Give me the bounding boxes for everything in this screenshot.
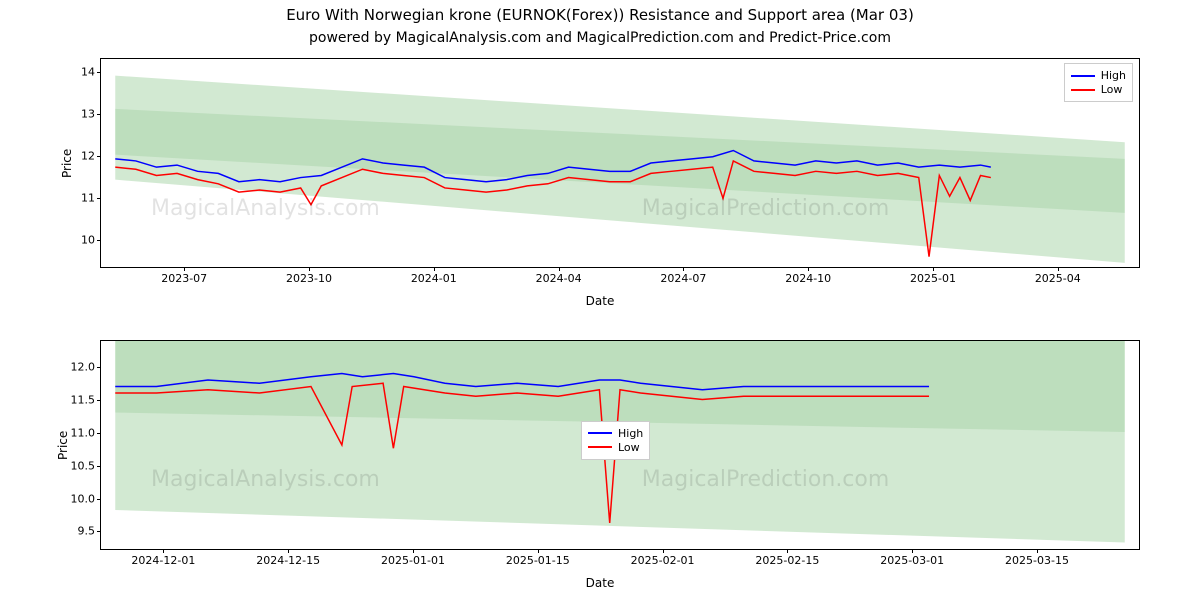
- x-tick-label: 2023-07: [161, 267, 207, 285]
- y-tick-label: 11: [81, 191, 101, 204]
- plot-area-top: [101, 59, 1139, 267]
- x-axis-label-top: Date: [0, 294, 1200, 308]
- legend-label-low: Low: [618, 441, 640, 454]
- x-tick-label: 2025-03-15: [1005, 549, 1069, 567]
- x-tick-label: 2025-01: [910, 267, 956, 285]
- y-tick-label: 10.5: [71, 459, 102, 472]
- x-axis-label-bottom: Date: [0, 576, 1200, 590]
- x-tick-label: 2024-10: [785, 267, 831, 285]
- y-tick-label: 9.5: [78, 525, 102, 538]
- x-tick-label: 2025-04: [1035, 267, 1081, 285]
- y-tick-label: 12.0: [71, 361, 102, 374]
- y-tick-label: 13: [81, 107, 101, 120]
- x-tick-label: 2024-12-15: [256, 549, 320, 567]
- y-tick-label: 12: [81, 149, 101, 162]
- x-tick-label: 2024-01: [411, 267, 457, 285]
- y-tick-label: 11.5: [71, 394, 102, 407]
- x-tick-label: 2025-01-01: [381, 549, 445, 567]
- x-tick-label: 2024-07: [660, 267, 706, 285]
- x-tick-label: 2025-01-15: [506, 549, 570, 567]
- legend-line-low: [588, 446, 612, 448]
- chart-title: Euro With Norwegian krone (EURNOK(Forex)…: [0, 6, 1200, 24]
- y-tick-label: 11.0: [71, 426, 102, 439]
- chart-panel-top: High Low MagicalAnalysis.com MagicalPred…: [100, 58, 1140, 268]
- legend-top: High Low: [1064, 63, 1133, 102]
- legend-line-high: [1071, 75, 1095, 77]
- y-axis-label-bottom: Price: [56, 431, 70, 460]
- chart-panel-bottom: High Low MagicalAnalysis.com MagicalPred…: [100, 340, 1140, 550]
- x-tick-label: 2024-12-01: [131, 549, 195, 567]
- x-tick-label: 2024-04: [536, 267, 582, 285]
- x-tick-label: 2025-02-15: [755, 549, 819, 567]
- legend-line-low: [1071, 89, 1095, 91]
- legend-label-low: Low: [1101, 83, 1123, 96]
- x-tick-label: 2023-10: [286, 267, 332, 285]
- y-tick-label: 10: [81, 233, 101, 246]
- x-tick-label: 2025-03-01: [880, 549, 944, 567]
- legend-label-high: High: [1101, 69, 1126, 82]
- chart-subtitle: powered by MagicalAnalysis.com and Magic…: [0, 30, 1200, 46]
- x-tick-label: 2025-02-01: [631, 549, 695, 567]
- y-tick-label: 10.0: [71, 492, 102, 505]
- legend-label-high: High: [618, 427, 643, 440]
- y-axis-label-top: Price: [60, 149, 74, 178]
- y-tick-label: 14: [81, 65, 101, 78]
- legend-bottom: High Low: [581, 421, 650, 460]
- legend-line-high: [588, 432, 612, 434]
